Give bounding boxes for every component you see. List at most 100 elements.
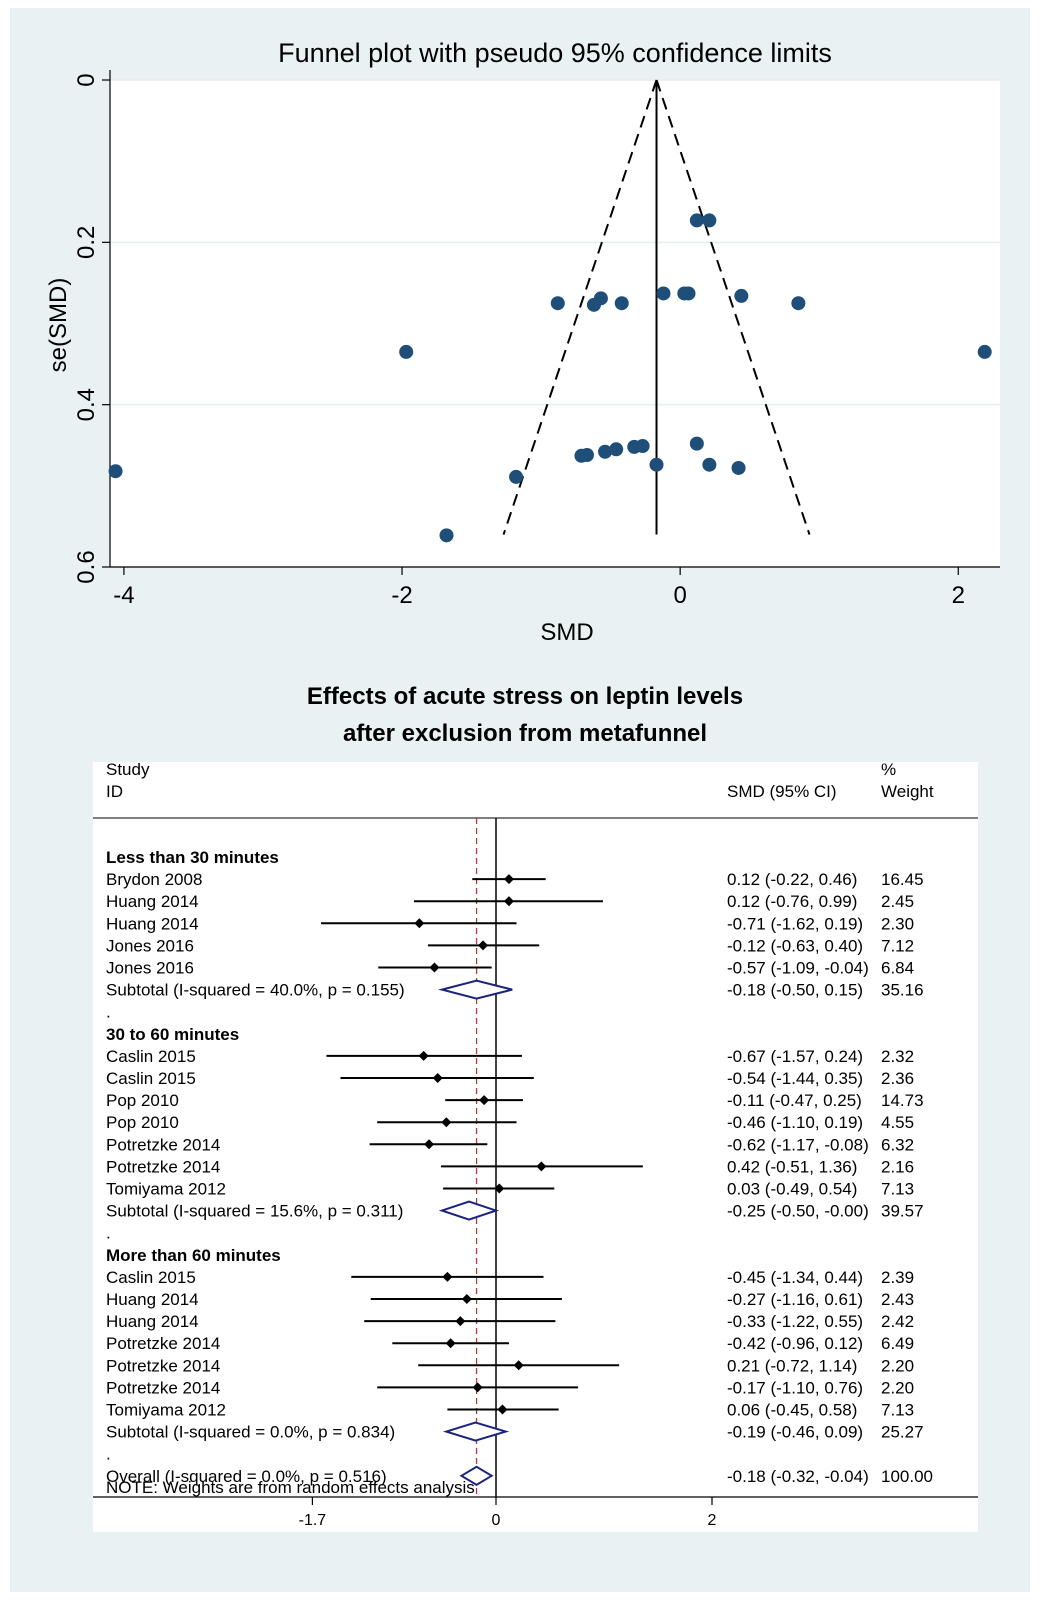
forest-weight-text: 2.36 [881, 1069, 914, 1088]
funnel-point [614, 296, 629, 311]
funnel-plot: 0 0.2 0.4 0.6 -4 -2 0 2 Funnel plot with pseudo … [45, 38, 1000, 646]
funnel-point [509, 469, 524, 484]
forest-point-estimate [494, 1183, 505, 1194]
forest-weight-text: 2.39 [881, 1268, 914, 1287]
forest-ci-text: -0.67 (-1.57, 0.24) [727, 1047, 863, 1066]
forest-weight-text: 2.20 [881, 1378, 914, 1397]
funnel-point [791, 296, 806, 311]
forest-ci-text: -0.71 (-1.62, 0.19) [727, 914, 863, 933]
funnel-point [579, 447, 594, 462]
forest-study-label: Caslin 2015 [106, 1047, 196, 1066]
forest-spacer-dot: . [106, 1003, 111, 1022]
forest-subtotal-label: Subtotal (I-squared = 15.6%, p = 0.311) [106, 1202, 403, 1221]
forest-point-estimate [424, 1139, 435, 1150]
forest-study-label: Huang 2014 [106, 914, 199, 933]
forest-ci-text: 0.12 (-0.76, 0.99) [727, 892, 857, 911]
funnel-x-tick-label: -4 [113, 582, 134, 609]
funnel-y-tick-label: 0 [73, 73, 100, 86]
funnel-x-tick-label: 0 [673, 582, 686, 609]
forest-study-label: Brydon 2008 [106, 870, 202, 889]
forest-plot: Study ID SMD (95% CI)% Weight Less than 30 m… [93, 762, 978, 1529]
forest-weight-text: 4.55 [881, 1113, 914, 1132]
forest-header-id: ID [106, 782, 123, 801]
forest-weight-text: 6.84 [881, 959, 914, 978]
funnel-point [681, 286, 696, 301]
forest-ci-text: -0.42 (-0.96, 0.12) [727, 1334, 863, 1353]
forest-study-label: Potretzke 2014 [106, 1356, 220, 1375]
forest-x-tick-label: -1.7 [299, 1512, 327, 1529]
forest-point-estimate [536, 1161, 547, 1172]
forest-point-estimate [503, 896, 514, 907]
forest-header-study: Study [106, 762, 150, 779]
forest-point-estimate [461, 1294, 472, 1304]
forest-point-estimate [429, 962, 440, 973]
forest-weight-text: 7.13 [881, 1401, 914, 1420]
funnel-point [649, 457, 664, 472]
funnel-point [108, 464, 123, 479]
forest-ci-text: -0.12 (-0.63, 0.40) [727, 936, 863, 955]
forest-point-estimate [442, 1271, 453, 1282]
forest-ci-text: -0.27 (-1.16, 0.61) [727, 1290, 863, 1309]
forest-ci-text: -0.18 (-0.50, 0.15) [727, 981, 863, 1000]
forest-point-estimate [445, 1338, 456, 1349]
forest-study-label: Tomiyama 2012 [106, 1401, 226, 1420]
funnel-point [550, 296, 565, 311]
funnel-plot-area [110, 80, 1000, 567]
forest-subtotal-label: Subtotal (I-squared = 0.0%, p = 0.834) [106, 1423, 395, 1442]
forest-ci-text: -0.25 (-0.50, -0.00) [727, 1202, 869, 1221]
forest-ci-text: 0.42 (-0.51, 1.36) [727, 1157, 857, 1176]
forest-weight-text: 16.45 [881, 870, 924, 889]
funnel-point [731, 460, 746, 475]
forest-study-label: Pop 2010 [106, 1113, 179, 1132]
forest-ci-text: -0.18 (-0.32, -0.04) [727, 1467, 869, 1486]
funnel-x-tick-label: -2 [391, 582, 412, 609]
forest-weight-text: 2.16 [881, 1157, 914, 1176]
forest-ci-text: -0.19 (-0.46, 0.09) [727, 1423, 863, 1442]
forest-subtotal-diamond [438, 1200, 500, 1221]
forest-group-label: Less than 30 minutes [106, 848, 279, 867]
forest-ci-text: -0.11 (-0.47, 0.25) [727, 1091, 862, 1110]
funnel-point [635, 439, 650, 454]
forest-point-estimate [479, 1095, 490, 1106]
funnel-point [656, 286, 671, 301]
funnel-point [439, 528, 454, 543]
funnel-point [593, 291, 608, 306]
forest-spacer-dot: . [106, 1445, 111, 1464]
forest-ci-text: 0.21 (-0.72, 1.14) [727, 1356, 857, 1375]
forest-x-tick-label: 2 [708, 1512, 717, 1529]
forest-point-estimate [503, 874, 514, 885]
forest-group-label: More than 60 minutes [106, 1246, 281, 1265]
forest-subtotal-diamond [438, 979, 513, 1000]
forest-weight-text: 2.20 [881, 1356, 914, 1375]
funnel-point [689, 213, 704, 228]
forest-title-line-2: after exclusion from metafunnel [342, 720, 708, 747]
funnel-pseudo-ci-line [502, 79, 658, 535]
forest-weight-text: 2.42 [881, 1312, 914, 1331]
forest-weight-text: 2.45 [881, 892, 914, 911]
forest-study-label: Pop 2010 [106, 1091, 179, 1110]
forest-plot-title: Effects of acute stress on leptin levels… [0, 678, 1050, 752]
forest-point-estimate [478, 940, 489, 951]
forest-point-estimate [414, 918, 425, 929]
forest-study-label: Huang 2014 [106, 1290, 199, 1309]
funnel-point [399, 344, 414, 359]
forest-ci-text: -0.17 (-1.10, 0.76) [727, 1378, 863, 1397]
forest-study-label: Huang 2014 [106, 892, 199, 911]
forest-weight-text: 39.57 [881, 1202, 924, 1221]
forest-ci-text: 0.03 (-0.49, 0.54) [727, 1180, 857, 1199]
forest-weight-text: 2.32 [881, 1047, 914, 1066]
forest-ci-text: -0.45 (-1.34, 0.44) [727, 1268, 863, 1287]
funnel-pseudo-ci-line [655, 79, 811, 535]
forest-subtotal-label: Subtotal (I-squared = 40.0%, p = 0.155) [106, 981, 405, 1000]
forest-point-estimate [418, 1050, 429, 1061]
forest-weight-text: 25.27 [881, 1423, 924, 1442]
forest-weight-text: 6.32 [881, 1135, 914, 1154]
forest-ci-text: -0.62 (-1.17, -0.08) [727, 1135, 869, 1154]
forest-weight-text: 7.13 [881, 1180, 914, 1199]
funnel-x-tick-label: 2 [952, 582, 965, 609]
funnel-y-tick-label: 0.6 [73, 550, 100, 583]
forest-study-label: Potretzke 2014 [106, 1157, 220, 1176]
forest-study-label: Caslin 2015 [106, 1069, 196, 1088]
forest-point-estimate [513, 1360, 524, 1371]
forest-study-label: Caslin 2015 [106, 1268, 196, 1287]
